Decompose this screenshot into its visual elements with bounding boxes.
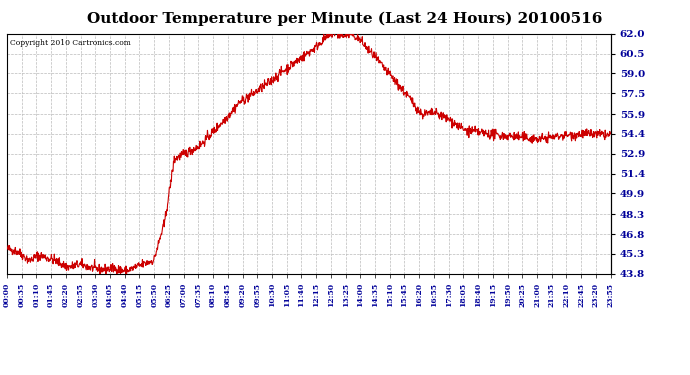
Text: Outdoor Temperature per Minute (Last 24 Hours) 20100516: Outdoor Temperature per Minute (Last 24 … [88, 11, 602, 26]
Text: Copyright 2010 Cartronics.com: Copyright 2010 Cartronics.com [10, 39, 131, 46]
